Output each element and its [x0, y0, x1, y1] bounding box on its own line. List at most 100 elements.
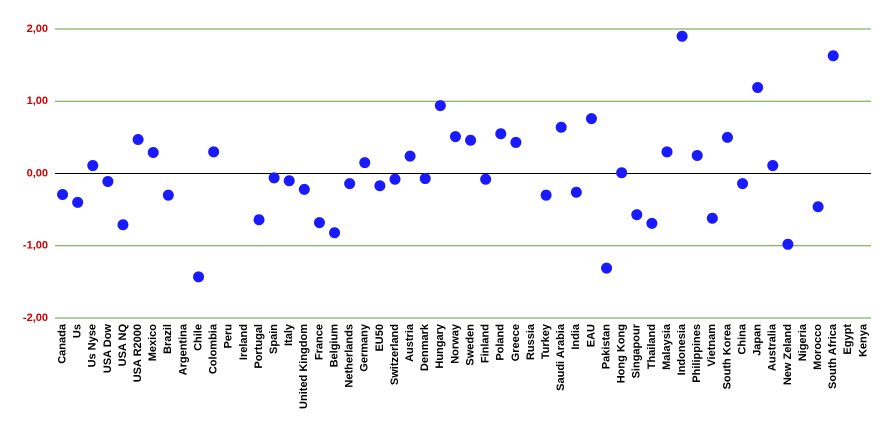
x-tick-label: Saudi Arabia	[555, 323, 567, 391]
x-tick-label: Mexico	[147, 324, 159, 362]
x-tick-label: Philippines	[691, 324, 703, 383]
dot	[419, 173, 431, 185]
x-tick-label: EU50	[374, 324, 386, 352]
dot	[102, 175, 114, 187]
x-tick-label: Belgium	[328, 324, 340, 368]
dot	[359, 157, 371, 169]
dot	[601, 262, 613, 274]
dot	[404, 150, 416, 162]
x-tick-label: Indonesia	[676, 323, 688, 375]
dot	[57, 188, 69, 200]
dot	[752, 82, 764, 94]
dot	[193, 271, 205, 283]
x-tick-label: France	[313, 324, 325, 360]
x-tick-label: Denmark	[419, 323, 431, 371]
x-tick-label: Norway	[449, 323, 461, 364]
dot	[691, 149, 703, 161]
dot	[329, 227, 341, 239]
x-tick-label: Vietnam	[706, 324, 718, 367]
x-tick-label: Hungary	[434, 323, 446, 369]
dot	[676, 30, 688, 42]
x-tick-label: China	[736, 323, 748, 354]
dot	[706, 212, 718, 224]
x-tick-label: Switzerland	[389, 324, 401, 385]
dot	[812, 201, 824, 213]
dot	[827, 50, 839, 62]
dot	[616, 167, 628, 179]
dot	[132, 134, 144, 146]
y-tick-label: 1,00	[27, 95, 48, 107]
x-tick-label: Us	[72, 324, 84, 338]
dot	[208, 146, 220, 158]
x-tick-label: Spain	[268, 324, 280, 354]
dot	[268, 172, 280, 184]
x-tick-label: Thailand	[646, 324, 658, 369]
dot	[283, 175, 295, 187]
x-tick-label: Ireland	[238, 324, 250, 360]
x-tick-label: Poland	[495, 324, 507, 361]
dot	[298, 183, 310, 195]
x-tick-label: EAU	[585, 324, 597, 347]
dot	[555, 121, 567, 133]
x-tick-label: Peru	[223, 324, 235, 348]
x-tick-label: Kenya	[857, 323, 869, 357]
x-tick-label: Italy	[283, 323, 295, 346]
dot	[117, 219, 129, 231]
dot	[374, 180, 386, 192]
dot	[737, 178, 749, 190]
x-tick-label: USA NQ	[117, 324, 129, 367]
dot	[465, 134, 477, 146]
dot	[782, 238, 794, 250]
x-tick-label: Australia	[767, 323, 779, 371]
x-tick-label: New Zeland	[782, 324, 794, 385]
dot	[570, 186, 582, 198]
x-tick-label: Netherlands	[344, 324, 356, 388]
y-tick-label: -2,00	[23, 312, 48, 324]
dot	[480, 173, 492, 185]
x-tick-label: Canada	[56, 323, 68, 364]
x-tick-label: United Kingdom	[298, 324, 310, 409]
dot	[162, 189, 174, 201]
dot	[585, 113, 597, 125]
dot	[510, 136, 522, 148]
dot	[631, 209, 643, 221]
x-tick-label: South Korea	[721, 323, 733, 389]
x-tick-label: Greece	[510, 324, 522, 361]
dot	[449, 131, 461, 143]
dot	[721, 131, 733, 143]
dot	[767, 160, 779, 172]
dot	[344, 178, 356, 190]
dot	[87, 160, 99, 172]
y-tick-label: -1,00	[23, 240, 48, 252]
x-tick-label: Japan	[752, 324, 764, 356]
dot	[72, 196, 84, 208]
x-tick-label: Hong Kong	[616, 324, 628, 383]
y-tick-label: 2,00	[27, 23, 48, 35]
x-tick-label: Malaysia	[661, 323, 673, 370]
x-tick-label: Turkey	[540, 323, 552, 359]
x-tick-label: Finland	[480, 324, 492, 363]
x-tick-label: Portugal	[253, 324, 265, 369]
x-tick-label: USA R2000	[132, 324, 144, 382]
x-tick-label: Nigeria	[797, 323, 809, 361]
x-tick-label: South Africa	[827, 323, 839, 389]
x-tick-label: Egypt	[842, 324, 854, 355]
x-tick-label: Singapour	[631, 323, 643, 378]
x-tick-label: Russia	[525, 323, 537, 360]
x-tick-label: India	[570, 323, 582, 350]
x-tick-label: USA Dow	[102, 324, 114, 374]
x-tick-label: Colombia	[208, 323, 220, 374]
dot	[147, 147, 159, 159]
dot	[540, 189, 552, 201]
x-tick-label: Brazil	[162, 324, 174, 354]
dot	[495, 128, 507, 140]
x-tick-label: Sweden	[464, 324, 476, 366]
y-tick-label: 0,00	[27, 167, 48, 179]
x-tick-label: Morocco	[812, 324, 824, 370]
x-tick-label: Us Nyse	[87, 324, 99, 367]
x-tick-label: Germany	[359, 323, 371, 372]
dot	[434, 100, 446, 112]
dot	[646, 217, 658, 229]
x-tick-label: Argentina	[177, 323, 189, 375]
